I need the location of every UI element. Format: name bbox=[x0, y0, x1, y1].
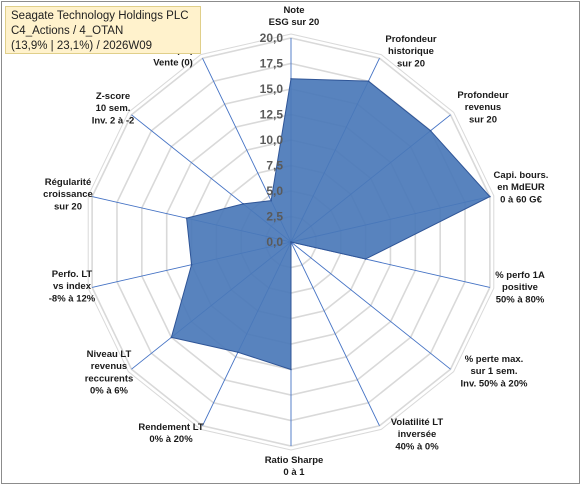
radar-data-point bbox=[290, 78, 292, 80]
radar-data-point bbox=[429, 129, 432, 132]
axis-label: Régularité croissance sur 20 bbox=[43, 177, 93, 212]
radar-data-point bbox=[290, 368, 292, 371]
radar-data-point bbox=[190, 263, 193, 266]
radial-tick-label: 5,0 bbox=[266, 184, 283, 198]
title-line-period: (13,9% | 23,1%) / 2026W09 bbox=[11, 40, 153, 52]
radar-spoke bbox=[290, 241, 451, 370]
radial-tick-label: 20,0 bbox=[260, 31, 284, 45]
radar-data-point bbox=[170, 336, 173, 339]
axis-label: Z-score 10 sem. Inv. 2 à -2 bbox=[92, 91, 135, 126]
radial-tick-label: 15,0 bbox=[260, 82, 284, 96]
axis-label: % perfo 1A positive 50% à 80% bbox=[495, 270, 545, 305]
axis-label: % perte max. sur 1 sem. Inv. 50% à 20% bbox=[461, 354, 528, 389]
radar-spoke bbox=[290, 241, 380, 426]
radial-tick-label: 2,5 bbox=[266, 210, 283, 224]
radar-data-point bbox=[364, 258, 367, 260]
axis-label: Ratio Sharpe 0 à 1 bbox=[265, 455, 324, 478]
radar-data-point bbox=[489, 195, 491, 198]
chart-title-box: Seagate Technology Holdings PLC C4_Actio… bbox=[5, 6, 201, 54]
radar-data-point bbox=[185, 217, 188, 219]
radial-tick-label: 10,0 bbox=[260, 133, 284, 147]
axis-label: Niveau LT revenus reccurents 0% à 6% bbox=[85, 349, 134, 397]
axis-label: Profondeur revenus sur 20 bbox=[457, 90, 508, 125]
radial-tick-label: 12,5 bbox=[260, 108, 284, 122]
radar-data-point bbox=[237, 351, 239, 354]
radar-data bbox=[170, 78, 491, 371]
radar-series-area bbox=[170, 78, 491, 371]
radial-tick-label: 0,0 bbox=[266, 235, 283, 249]
radar-data-point bbox=[270, 199, 272, 202]
axis-label: Note ESG sur 20 bbox=[269, 5, 320, 28]
axis-label: Capi. bours. en MdEUR 0 à 60 G€ bbox=[494, 170, 549, 205]
radial-ticks: 0,0 2,5 5,0 7,5 10,0 12,5 15,0 17,5 20,0 bbox=[260, 31, 284, 249]
title-line-company: Seagate Technology Holdings PLC bbox=[11, 10, 189, 22]
radial-tick-label: 17,5 bbox=[260, 57, 284, 71]
radial-tick-label: 7,5 bbox=[266, 159, 283, 173]
axis-label: Rendement LT 0% à 20% bbox=[138, 422, 203, 445]
axis-label: Profondeur historique sur 20 bbox=[385, 34, 436, 69]
radar-data-point bbox=[290, 241, 292, 243]
title-line-category: C4_Actions / 4_OTAN bbox=[11, 25, 124, 37]
radar-data-point bbox=[367, 80, 370, 82]
axis-label: Perfo. LT vs index -8% à 12% bbox=[49, 269, 96, 304]
radar-data-point bbox=[242, 203, 244, 205]
axis-label: Volatilité LT inversée 40% à 0% bbox=[391, 417, 444, 452]
